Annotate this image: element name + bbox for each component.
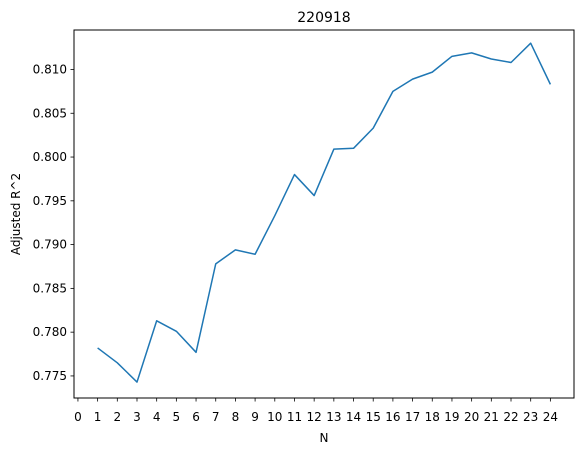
x-tick-label: 17 — [405, 410, 420, 424]
y-tick-label: 0.800 — [33, 150, 67, 164]
y-tick-label: 0.775 — [33, 369, 67, 383]
y-tick-label: 0.780 — [33, 325, 67, 339]
y-tick-label: 0.795 — [33, 194, 67, 208]
x-tick-label: 2 — [113, 410, 121, 424]
x-tick-label: 22 — [503, 410, 518, 424]
x-tick-label: 8 — [232, 410, 240, 424]
x-tick-label: 14 — [346, 410, 361, 424]
y-axis-label: Adjusted R^2 — [9, 173, 23, 255]
x-tick-label: 3 — [133, 410, 141, 424]
x-tick-label: 21 — [484, 410, 499, 424]
x-tick-label: 4 — [153, 410, 161, 424]
y-tick-label: 0.810 — [33, 62, 67, 76]
x-tick-label: 5 — [173, 410, 181, 424]
chart-marks — [97, 42, 552, 383]
plot-frame — [73, 29, 575, 399]
x-tick-label: 16 — [385, 410, 400, 424]
x-axis-label: N — [320, 431, 329, 445]
series-line — [97, 42, 552, 383]
x-tick-label: 9 — [251, 410, 259, 424]
y-axis: 0.775 0.780 0.785 0.790 0.795 0.800 0.805 0.810 — [33, 62, 74, 383]
x-tick-label: 10 — [267, 410, 282, 424]
chart-title: 220918 — [297, 10, 350, 26]
x-tick-label: 20 — [464, 410, 479, 424]
x-tick-label: 15 — [366, 410, 381, 424]
x-tick-label: 7 — [212, 410, 220, 424]
y-tick-label: 0.805 — [33, 106, 67, 120]
x-tick-label: 13 — [326, 410, 341, 424]
x-tick-label: 18 — [425, 410, 440, 424]
x-tick-label: 11 — [287, 410, 302, 424]
x-tick-label: 6 — [192, 410, 200, 424]
x-tick-label: 19 — [444, 410, 459, 424]
x-axis: 0 1 2 3 4 5 6 7 8 9 10 11 12 13 14 15 16 17 18 19 20 21 22 23 24 — [74, 398, 558, 424]
y-tick-label: 0.785 — [33, 281, 67, 295]
x-tick-label: 1 — [94, 410, 102, 424]
x-tick-label: 23 — [523, 410, 538, 424]
y-tick-label: 0.790 — [33, 238, 67, 252]
x-tick-label: 0 — [74, 410, 82, 424]
x-tick-label: 12 — [307, 410, 322, 424]
x-tick-label: 24 — [543, 410, 558, 424]
